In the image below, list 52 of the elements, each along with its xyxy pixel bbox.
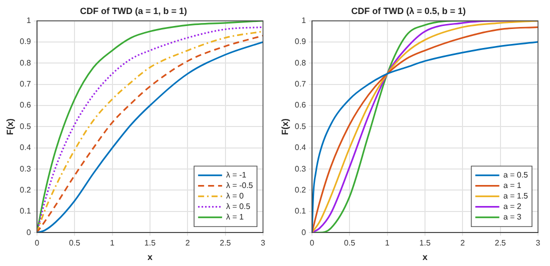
x-tick-label: 0 <box>310 238 315 248</box>
y-tick-label: 1 <box>301 16 306 26</box>
x-tick-label: 1.5 <box>144 238 156 248</box>
y-tick-label: 0.8 <box>20 58 32 68</box>
y-tick-label: 1 <box>26 16 32 26</box>
y-axis-title: F(x) <box>4 118 15 135</box>
x-axis-title: x <box>422 252 428 262</box>
x-tick-label: 0.5 <box>344 238 356 248</box>
y-tick-label: 0 <box>301 228 306 237</box>
legend-label: λ = 0 <box>226 192 244 201</box>
y-tick-label: 0.9 <box>20 37 32 46</box>
x-tick-label: 0 <box>34 238 40 248</box>
y-tick-label: 0 <box>26 228 32 237</box>
y-tick-label: 0.4 <box>20 143 32 152</box>
chart-title: CDF of TWD (λ = 0.5, b = 1) <box>351 6 466 16</box>
legend-label: a = 0.5 <box>503 170 529 180</box>
legend-label: λ = -1 <box>226 170 247 180</box>
y-tick-label: 0.3 <box>20 164 32 174</box>
y-tick-label: 0.5 <box>294 122 306 131</box>
y-tick-label: 0.3 <box>294 164 306 174</box>
y-tick-label: 0.8 <box>294 58 306 68</box>
legend-label: λ = 1 <box>226 212 244 222</box>
y-tick-label: 0.9 <box>294 37 306 46</box>
x-tick-label: 0.5 <box>69 238 81 248</box>
x-tick-label: 1.5 <box>419 238 432 248</box>
y-tick-label: 0.4 <box>294 143 306 152</box>
y-axis-title: F(x) <box>280 118 290 135</box>
legend-label: λ = -0.5 <box>226 181 254 190</box>
x-tick-label: 1 <box>385 238 390 248</box>
y-tick-label: 0.2 <box>294 185 306 194</box>
y-tick-label: 0.5 <box>20 122 32 131</box>
legend-label: a = 2 <box>503 202 522 212</box>
chart-title: CDF of TWD (a = 1, b = 1) <box>80 6 188 16</box>
y-tick-label: 0.2 <box>20 185 32 194</box>
legend-label: a = 1.5 <box>503 192 529 201</box>
x-axis-title: x <box>147 252 152 262</box>
y-tick-label: 0.1 <box>294 206 306 216</box>
x-tick-label: 3 <box>536 238 541 248</box>
y-tick-label: 0.1 <box>20 206 32 216</box>
y-tick-label: 0.6 <box>294 100 306 110</box>
legend-label: λ = 0.5 <box>226 202 251 212</box>
x-tick-label: 3 <box>260 238 266 248</box>
legend-label: a = 1 <box>503 181 522 190</box>
x-tick-label: 2.5 <box>494 238 506 248</box>
x-tick-label: 1 <box>110 238 116 248</box>
y-tick-label: 0.7 <box>20 80 32 89</box>
legend-label: a = 3 <box>503 212 522 222</box>
x-tick-label: 2.5 <box>220 238 232 248</box>
y-tick-label: 0.6 <box>20 100 32 110</box>
x-tick-label: 2 <box>460 238 466 248</box>
y-tick-label: 0.7 <box>294 80 306 89</box>
x-tick-label: 2 <box>185 238 190 248</box>
